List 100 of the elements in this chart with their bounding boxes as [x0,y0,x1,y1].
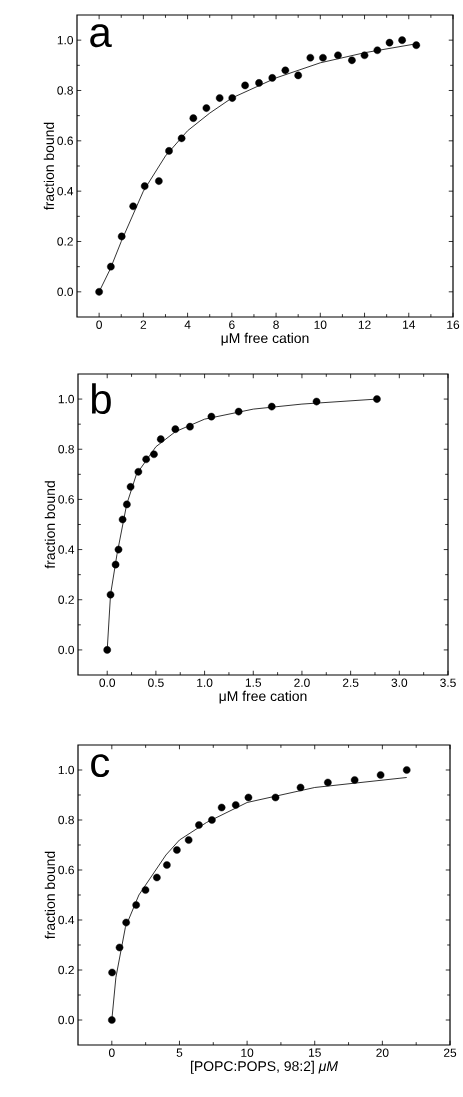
point [228,94,237,102]
x-tick-label: 16 [447,320,460,329]
x-tick-label: 4 [184,320,191,329]
x-tick-label: 0.0 [99,678,116,687]
point [398,36,406,44]
y-tick-label: 0.0 [58,645,75,655]
x-tick-label: 8 [273,320,279,329]
point [141,886,150,894]
point [306,53,315,62]
x-tick-label: 6 [229,320,235,329]
point [267,402,276,411]
y-tick-label: 0.4 [58,545,75,554]
x-tick-label: 0 [108,1048,115,1057]
point [334,51,342,60]
point [184,836,193,844]
annotation: a [90,24,112,48]
point [215,94,224,102]
y-tick-label: 0.8 [58,445,74,454]
point [115,943,124,952]
point [217,803,226,812]
point [189,114,198,122]
x-tick-label: 3.5 [440,678,456,687]
point [376,771,385,779]
point [373,395,381,403]
point [95,288,103,296]
x-tick-label: 0 [96,320,102,329]
x-tick-label: 14 [403,320,416,329]
y-tick-label: 0.8 [58,815,74,825]
point [134,468,143,476]
point [360,51,369,60]
point [207,412,216,421]
x-tick-label: 25 [443,1048,457,1057]
y-axis-title: fraction bound [44,481,56,569]
point [312,397,321,406]
point [153,873,161,882]
point [107,262,115,271]
y-tick-label: 0.4 [58,915,75,925]
annotation: b [92,383,111,414]
y-tick-label: 0.6 [57,136,73,146]
point [402,766,411,774]
point [126,483,135,491]
x-tick-label: 5 [176,1048,183,1057]
x-axis-title: μM free cation [219,690,307,704]
point [412,41,421,49]
point [241,81,249,90]
point [132,901,140,909]
point [140,182,149,190]
x-tick-label: 2.5 [342,678,359,687]
point [123,500,131,509]
x-axis-title: [POPC:POPS, 98:2] μM [191,1060,338,1074]
point [171,425,180,433]
point [108,968,116,977]
x-tick-label: 3.0 [391,678,408,687]
point [271,793,280,802]
x-tick-label: 10 [314,320,327,329]
point [373,46,382,55]
point [350,776,359,784]
y-tick-label: 0.2 [58,965,74,975]
annotation: c [91,754,110,778]
point [155,177,163,185]
point [106,590,115,599]
y-axis-title: fraction bound [43,122,55,210]
point [244,793,253,802]
point [268,74,277,82]
point [165,147,173,155]
point [118,515,127,524]
point [319,53,327,62]
point [156,435,165,443]
x-tick-label: 1.0 [197,678,213,687]
y-tick-label: 0.4 [57,186,74,196]
x-tick-label: 2 [140,320,147,329]
point [142,455,150,464]
point [385,38,394,47]
y-tick-label: 1.0 [57,35,74,45]
y-tick-label: 1.0 [58,394,75,404]
point [122,918,130,927]
point [114,545,123,554]
x-tick-label: 20 [376,1048,389,1057]
point [202,104,211,112]
x-tick-label: 15 [308,1048,321,1057]
x-tick-label: 1.5 [245,678,262,687]
point [111,560,120,569]
point [186,422,194,431]
x-tick-label: 10 [241,1048,254,1057]
y-tick-label: 0.2 [58,595,74,604]
point [231,801,240,809]
point [177,134,186,143]
x-tick-label: 2.0 [294,678,310,687]
y-tick-label: 0.2 [57,237,73,246]
y-tick-label: 0.6 [58,495,74,504]
point [281,66,290,75]
point [348,56,356,65]
point [150,450,158,459]
x-axis-title: μM free cation [221,332,309,346]
point [163,861,171,869]
y-tick-label: 1.0 [58,765,75,775]
point [324,778,332,787]
point [296,783,305,792]
point [234,407,243,416]
point [208,816,216,824]
